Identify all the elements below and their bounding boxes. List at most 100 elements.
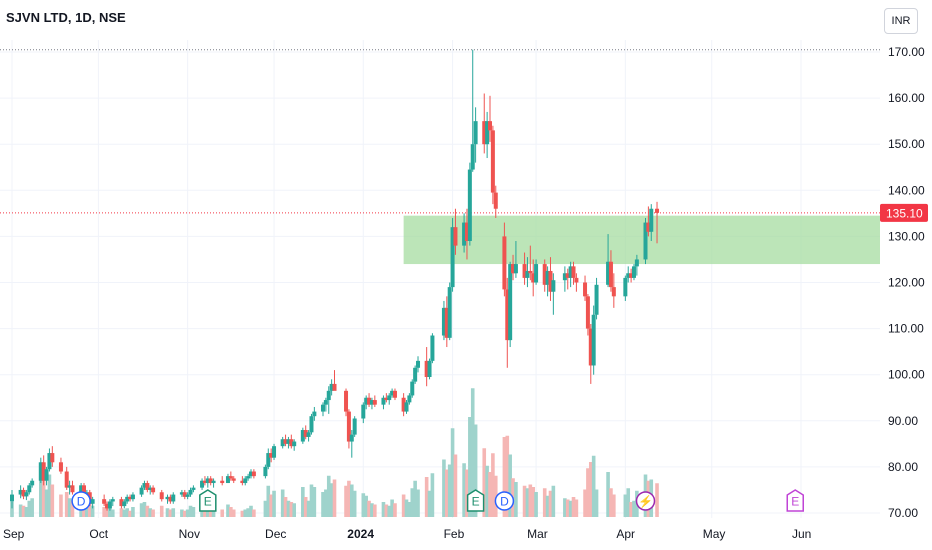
candle-body[interactable] — [655, 208, 660, 213]
candle-body[interactable] — [450, 227, 455, 288]
earnings-future-marker[interactable] — [786, 489, 804, 512]
earnings-marker[interactable] — [466, 489, 485, 512]
candle-body[interactable] — [122, 501, 127, 507]
candle-body[interactable] — [269, 453, 274, 458]
candle-body[interactable] — [312, 411, 317, 417]
candle-body[interactable] — [574, 277, 579, 283]
candle-body[interactable] — [372, 400, 377, 405]
candle-body[interactable] — [467, 169, 472, 242]
candle-body[interactable] — [263, 466, 268, 477]
candle-body[interactable] — [462, 222, 467, 246]
candle-body[interactable] — [464, 222, 469, 242]
candle-body[interactable] — [410, 381, 415, 396]
candle-body[interactable] — [231, 478, 236, 481]
candle-body[interactable] — [416, 360, 421, 368]
candle-body[interactable] — [323, 400, 328, 405]
candle-body[interactable] — [424, 360, 429, 378]
candle-body[interactable] — [142, 483, 147, 488]
candle-body[interactable] — [202, 480, 207, 484]
candle-body[interactable] — [107, 501, 112, 509]
candle-body[interactable] — [21, 489, 26, 497]
candle-body[interactable] — [283, 439, 288, 444]
dividend-marker[interactable] — [494, 491, 515, 511]
candle-body[interactable] — [246, 476, 251, 479]
candle-body[interactable] — [404, 402, 409, 412]
candle-body[interactable] — [488, 121, 493, 131]
candle-body[interactable] — [10, 494, 14, 502]
candle-body[interactable] — [139, 487, 144, 495]
candle-body[interactable] — [332, 383, 337, 391]
candle-body[interactable] — [309, 416, 314, 433]
candle-body[interactable] — [211, 480, 216, 484]
candle-body[interactable] — [44, 469, 49, 481]
candle-body[interactable] — [344, 390, 349, 412]
candle-body[interactable] — [240, 480, 245, 484]
candle-body[interactable] — [18, 489, 23, 495]
candle-body[interactable] — [289, 439, 294, 447]
candle-body[interactable] — [27, 485, 32, 493]
candle-body[interactable] — [482, 121, 487, 145]
candle-body[interactable] — [24, 492, 29, 497]
candle-body[interactable] — [649, 208, 654, 232]
candle-body[interactable] — [626, 273, 631, 278]
candle-body[interactable] — [145, 483, 150, 490]
candle-body[interactable] — [430, 335, 435, 361]
candle-body[interactable] — [413, 367, 418, 382]
candle-body[interactable] — [369, 400, 374, 405]
candle-body[interactable] — [588, 328, 593, 366]
candle-body[interactable] — [447, 287, 452, 338]
candle-body[interactable] — [272, 446, 277, 458]
candle-body[interactable] — [208, 478, 213, 484]
candle-body[interactable] — [185, 494, 190, 497]
candle-body[interactable] — [565, 273, 570, 278]
candle-body[interactable] — [41, 462, 46, 481]
candle-body[interactable] — [505, 289, 510, 341]
candle-body[interactable] — [58, 462, 63, 472]
candle-body[interactable] — [243, 478, 248, 484]
candle-body[interactable] — [534, 264, 539, 283]
currency-button[interactable]: INR — [884, 8, 918, 34]
candle-body[interactable] — [67, 485, 72, 488]
candle-body[interactable] — [220, 480, 225, 484]
candle-body[interactable] — [200, 480, 205, 488]
candle-body[interactable] — [508, 264, 513, 341]
candle-body[interactable] — [292, 441, 297, 447]
candle-body[interactable] — [119, 499, 124, 507]
candle-body[interactable] — [441, 307, 446, 336]
candle-body[interactable] — [148, 487, 153, 490]
candle-body[interactable] — [490, 130, 495, 193]
candle-body[interactable] — [79, 485, 84, 493]
candle-body[interactable] — [179, 492, 184, 495]
candle-body[interactable] — [165, 496, 170, 500]
candle-body[interactable] — [349, 434, 354, 442]
candle-body[interactable] — [303, 430, 308, 437]
candle-body[interactable] — [634, 259, 639, 267]
candle-body[interactable] — [159, 492, 164, 500]
candle-body[interactable] — [225, 476, 230, 484]
candle-body[interactable] — [90, 499, 95, 504]
candle-body[interactable] — [568, 266, 573, 278]
candle-body[interactable] — [286, 439, 291, 444]
candle-body[interactable] — [346, 411, 351, 442]
candle-body[interactable] — [571, 266, 576, 278]
candle-body[interactable] — [548, 270, 553, 292]
candle-body[interactable] — [611, 287, 616, 297]
candle-body[interactable] — [401, 397, 406, 412]
candle-body[interactable] — [444, 307, 449, 338]
candle-body[interactable] — [105, 503, 110, 509]
candle-body[interactable] — [606, 261, 611, 285]
candle-body[interactable] — [390, 390, 395, 396]
candle-body[interactable] — [493, 192, 498, 209]
candle-body[interactable] — [70, 485, 75, 493]
candle-body[interactable] — [585, 296, 590, 329]
candle-body[interactable] — [583, 282, 588, 297]
candle-body[interactable] — [364, 397, 369, 405]
candle-body[interactable] — [191, 487, 196, 490]
candle-body[interactable] — [551, 280, 556, 292]
candle-body[interactable] — [110, 499, 115, 502]
candle-body[interactable] — [306, 432, 311, 437]
candle-body[interactable] — [545, 270, 550, 285]
candle-body[interactable] — [522, 264, 527, 278]
earnings-marker[interactable] — [199, 489, 217, 512]
